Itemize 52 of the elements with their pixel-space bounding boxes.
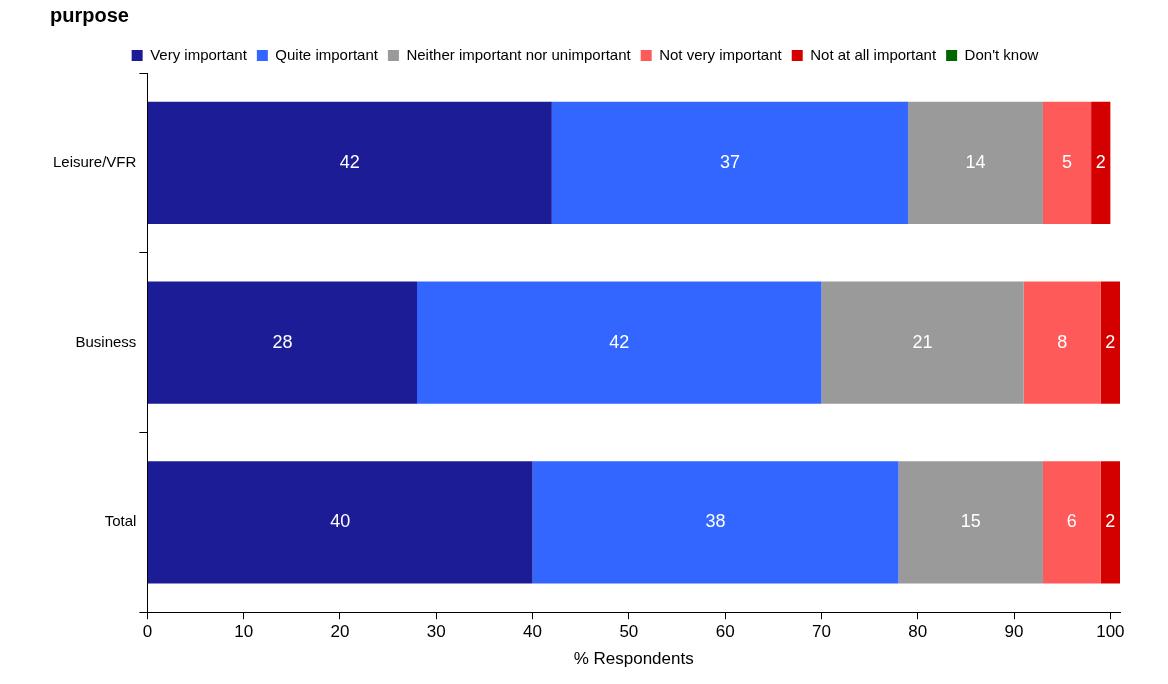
data-label: 2 (1095, 151, 1106, 172)
x-tick-label: 20 (330, 622, 350, 642)
bar (1042, 101, 1092, 224)
x-tick-label: 70 (812, 622, 831, 642)
x-axis-title: % Respondents (573, 649, 694, 669)
data-label: 2 (1105, 331, 1116, 352)
data-label: 28 (272, 331, 293, 352)
data-label: 42 (339, 151, 360, 172)
y-tick-label: Business (75, 332, 137, 350)
bar (908, 101, 1043, 224)
x-tick-label: 100 (1096, 622, 1125, 642)
bar (417, 281, 822, 404)
bar (532, 461, 899, 584)
x-tick-label: 60 (715, 622, 735, 642)
bar (821, 281, 1024, 404)
data-label: 2 (1105, 511, 1116, 532)
legend-label: Not very important (659, 45, 783, 63)
data-label: 40 (330, 511, 351, 532)
x-tick-label: 50 (619, 622, 639, 642)
bar (147, 461, 533, 584)
data-label: 6 (1066, 511, 1077, 532)
bar (1023, 281, 1101, 404)
data-label: 37 (719, 151, 740, 172)
chart-title: purpose (50, 3, 129, 26)
bar (1100, 461, 1120, 584)
data-label: 38 (705, 511, 726, 532)
data-label: 5 (1062, 151, 1073, 172)
data-label: 21 (912, 331, 933, 352)
bar (147, 101, 552, 224)
legend-label: Not at all important (810, 45, 937, 63)
legend-label: Don't know (964, 45, 1039, 63)
legend-label: Neither important nor unimportant (406, 45, 632, 63)
data-label: 14 (965, 151, 986, 172)
y-tick-label: Total (104, 512, 137, 530)
x-tick-label: 0 (142, 622, 153, 642)
data-label: 15 (960, 511, 981, 532)
x-tick-label: 30 (426, 622, 446, 642)
legend-label: Very important (150, 45, 248, 63)
x-tick-label: 10 (234, 622, 254, 642)
bar (551, 101, 909, 224)
data-label: 42 (609, 331, 630, 352)
x-tick-label: 90 (1004, 622, 1024, 642)
x-tick-label: 40 (523, 622, 543, 642)
bar (1042, 461, 1101, 584)
bar (1091, 101, 1111, 224)
bar (1100, 281, 1120, 404)
legend-label: Quite important (275, 45, 379, 63)
bar (147, 281, 418, 404)
x-tick-label: 80 (908, 622, 928, 642)
data-label: 8 (1057, 331, 1068, 352)
y-tick-label: Leisure/VFR (52, 153, 137, 171)
bar (898, 461, 1043, 584)
